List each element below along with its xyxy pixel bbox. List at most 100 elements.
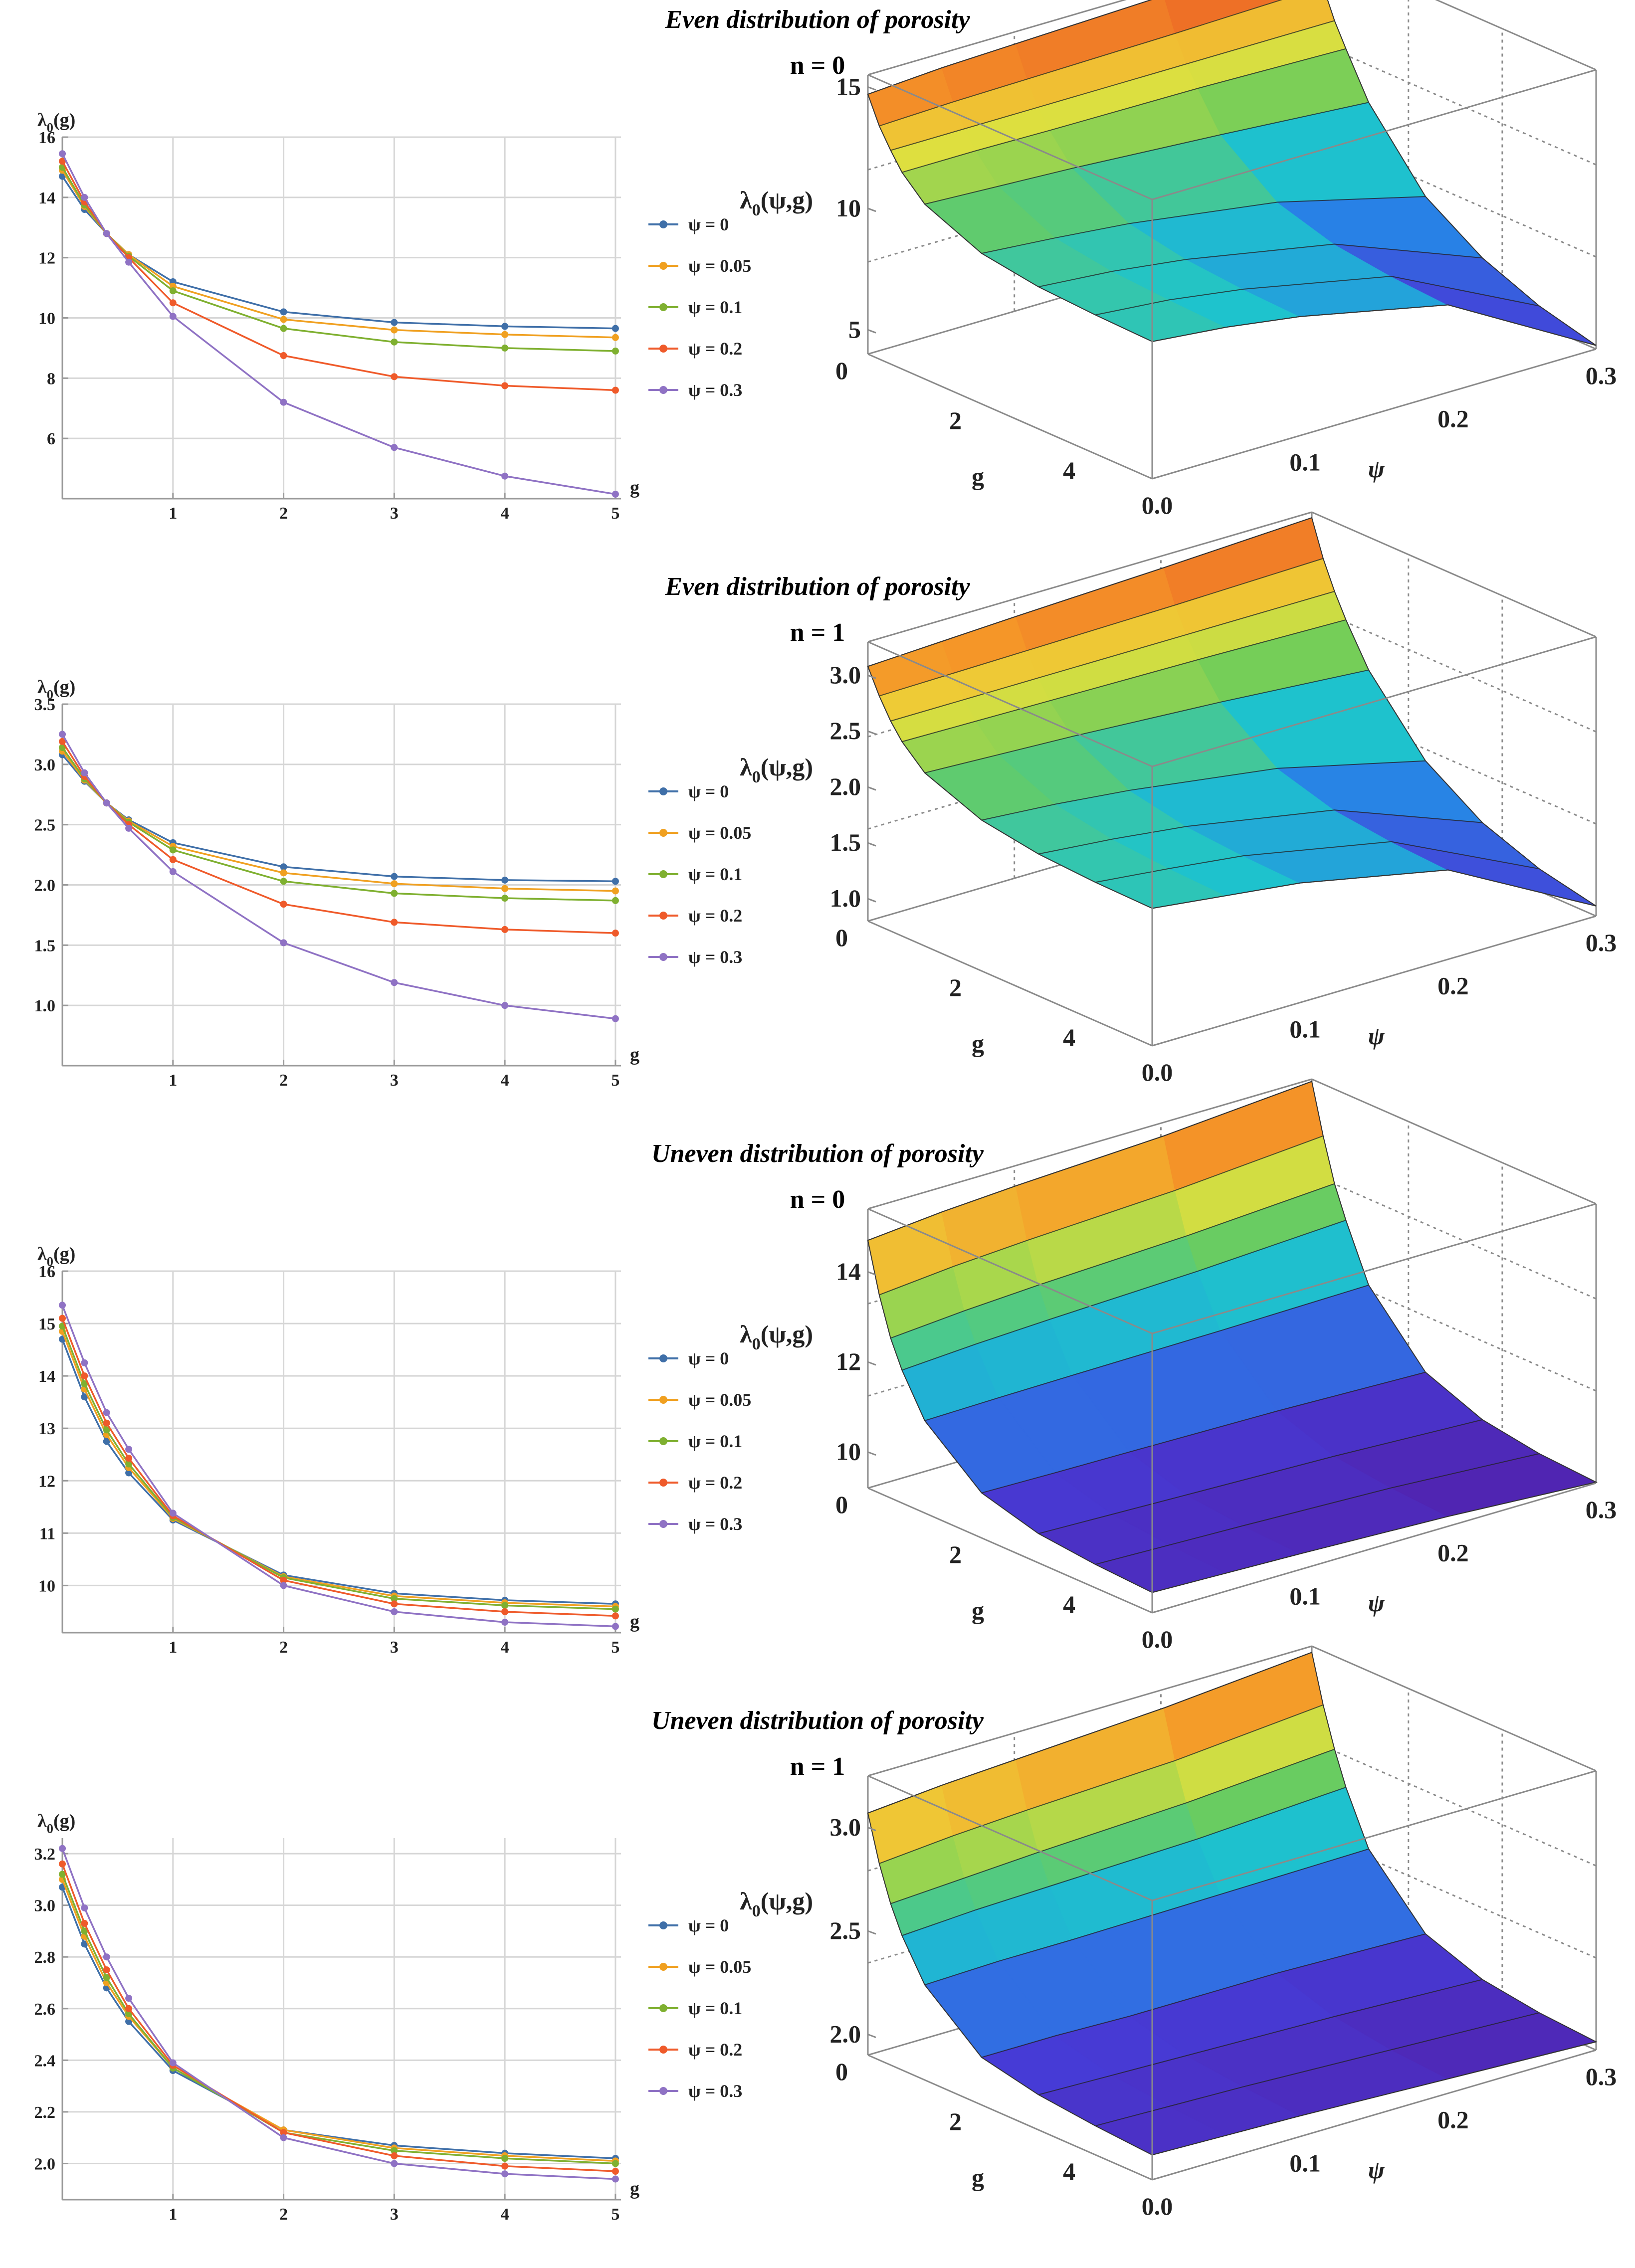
data-point [501, 2170, 509, 2178]
x-tick-label: 3 [390, 1071, 399, 1090]
z-tick-label: 15 [836, 72, 861, 100]
data-point [280, 325, 287, 332]
z-axis-label: λ0(ψ,g) [740, 753, 813, 786]
x-tick-label: 5 [611, 504, 619, 523]
x-tick-label: 4 [501, 2205, 509, 2224]
g-tick-label: 4 [1063, 1590, 1075, 1618]
legend-entry: ψ = 0.3 [688, 380, 742, 400]
z-tick-label: 2.0 [830, 772, 861, 800]
legend-entry: ψ = 0.3 [688, 2081, 742, 2101]
box-edge [867, 74, 1153, 200]
data-point [391, 919, 398, 926]
surface-mesh-line [1038, 1979, 1483, 2095]
legend-entry: ψ = 0.05 [688, 823, 751, 843]
y-tick-label: 16 [38, 129, 55, 147]
surface-mesh-line [924, 102, 1369, 205]
z-tick-label: 3.0 [830, 1813, 861, 1841]
z-tick-mark [867, 207, 876, 212]
psi-axis-label: ψ [1368, 455, 1385, 483]
legend-marker-icon [659, 1963, 667, 1971]
x-axis-label: g [630, 477, 639, 498]
psi-tick-label: 0.2 [1437, 1539, 1469, 1567]
y-tick-label: 1.5 [34, 937, 56, 955]
box-edge [1311, 511, 1597, 638]
legend-entry: ψ = 0.2 [688, 339, 742, 359]
surface-mesh-line [1038, 1419, 1483, 1534]
z-tick-mark [867, 1827, 876, 1832]
data-point [59, 1860, 66, 1868]
data-point [612, 1015, 619, 1022]
y-tick-label: 2.2 [34, 2103, 56, 2122]
x-tick-label: 3 [390, 1638, 399, 1657]
data-point [501, 344, 509, 352]
data-point [81, 1940, 88, 1948]
data-point [501, 2155, 509, 2162]
data-point [612, 347, 619, 355]
z-tick-label: 1.5 [830, 828, 861, 856]
data-point [125, 824, 133, 832]
box-edge [867, 1208, 1153, 1334]
y-axis-label: λ0(g) [37, 110, 75, 135]
x-tick-label: 2 [279, 2205, 288, 2224]
z-tick-mark [867, 2034, 876, 2038]
surface-mesh-line [890, 590, 1335, 722]
data-point [391, 873, 398, 880]
data-point [59, 1871, 66, 1878]
data-point [125, 258, 133, 266]
psi-tick-label: 0.2 [1437, 2106, 1469, 2134]
y-tick-label: 3.0 [34, 756, 56, 774]
surface-outline [867, 1081, 1598, 1593]
legend-entry: ψ = 0.05 [688, 1957, 751, 1977]
surface-mesh-line [981, 1371, 1426, 1494]
data-point [125, 2018, 133, 2025]
legend-marker-icon [659, 1396, 667, 1404]
box-edge [867, 641, 1153, 767]
surface-outline [867, 0, 1597, 346]
data-point [391, 326, 398, 334]
z-tick-mark [867, 1271, 876, 1276]
g-tick-label: 0 [835, 1491, 848, 1518]
surface-mesh-line [890, 1748, 1335, 1904]
data-point [280, 878, 287, 885]
surface-plot: 1.0 1.5 2.0 2.5 3.0 λ0(ψ,g) 0 2 4 g 0.0 0.1 0.2 0.3 ψ [740, 511, 1617, 1086]
data-point [280, 939, 287, 946]
surface-mesh-line [1095, 1453, 1540, 1565]
data-point [59, 738, 66, 745]
z-axis-label: λ0(ψ,g) [740, 1887, 813, 1920]
data-point [391, 1595, 398, 1602]
data-point [169, 299, 177, 307]
data-point [612, 2160, 619, 2167]
legend-marker-icon [659, 2004, 667, 2012]
z-tick-label: 5 [848, 315, 861, 343]
surface-mesh-line [981, 760, 1426, 821]
data-point [391, 890, 398, 897]
data-point [391, 979, 398, 986]
data-point [612, 1605, 619, 1613]
data-point [391, 444, 398, 451]
surface-outline [867, 1652, 1598, 2156]
psi-tick-label: 0.3 [1586, 929, 1617, 956]
g-tick-label: 0 [835, 357, 848, 384]
data-point [103, 1966, 110, 1974]
data-point [501, 885, 509, 892]
box-edge [1152, 915, 1597, 1047]
x-axis-label: g [630, 1611, 639, 1632]
legend-entry: ψ = 0 [688, 1915, 729, 1935]
data-point [81, 1359, 88, 1366]
y-tick-label: 11 [39, 1524, 55, 1543]
g-axis-label: g [972, 1597, 984, 1625]
surface-mesh-line [924, 669, 1369, 773]
surface-plot: 5 10 15 λ0(ψ,g) 0 2 4 g 0.0 0.1 0.2 0.3 ψ [740, 0, 1617, 519]
box-edge [867, 1078, 1312, 1210]
data-point [501, 1608, 509, 1615]
data-point [280, 316, 287, 323]
z-tick-label: 2.0 [830, 2020, 861, 2048]
data-point [280, 2129, 287, 2136]
psi-tick-label: 0.1 [1289, 448, 1321, 476]
psi-axis-label: ψ [1368, 1589, 1385, 1617]
surface-patch [1165, 0, 1282, 34]
chart-panel: Uneven distribution of porosity n = 1 1 2 3 4… [0, 1645, 1635, 2268]
data-point [280, 352, 287, 360]
legend-entry: ψ = 0 [688, 1348, 729, 1368]
